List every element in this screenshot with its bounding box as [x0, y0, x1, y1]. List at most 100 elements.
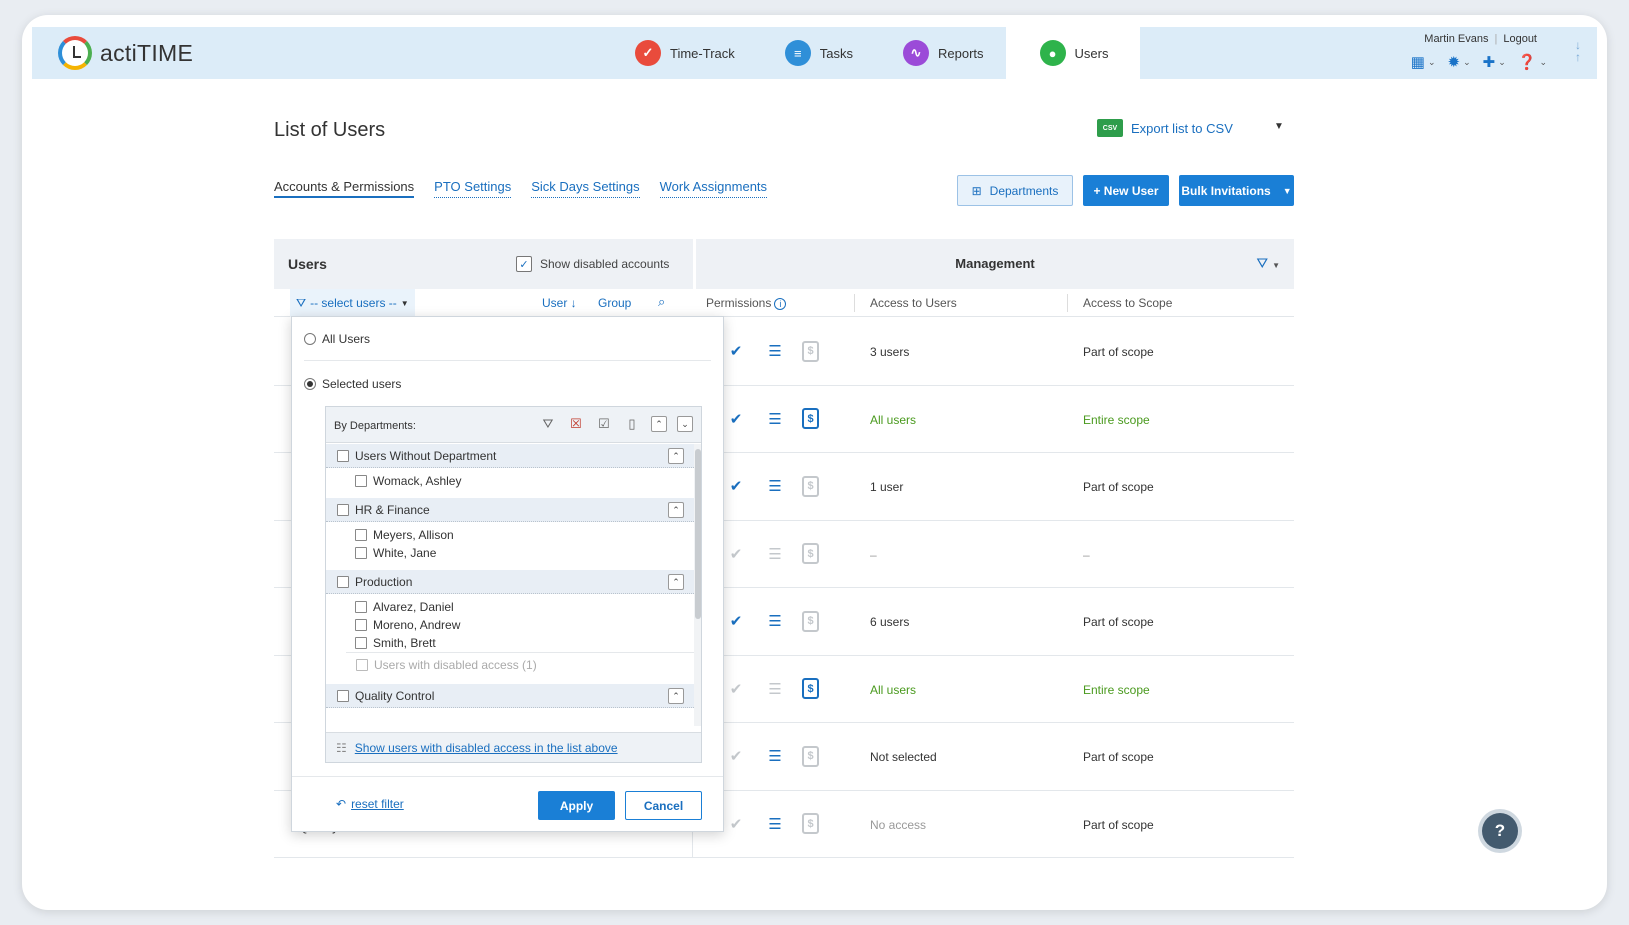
gear-icon[interactable]: ✹ ⌄ [1447, 54, 1471, 71]
expand-all-icon[interactable]: ⌄ [677, 416, 693, 432]
tab-work-assignments[interactable]: Work Assignments [659, 179, 768, 198]
department-checkbox[interactable] [337, 575, 349, 588]
nav-reports[interactable]: ∿ Reports [875, 27, 1006, 79]
department-group[interactable]: Quality Control ⌃ [326, 684, 694, 708]
list-item[interactable]: White, Jane [326, 544, 694, 562]
list-item[interactable]: Womack, Ashley [326, 472, 694, 490]
departments-button[interactable]: ⊞ Departments [957, 175, 1073, 206]
user-checkbox[interactable] [355, 619, 367, 631]
hierarchy-icon: ☰ [768, 748, 782, 765]
help-icon[interactable]: ❓ ⌄ [1517, 54, 1547, 71]
nav-label: Time-Track [670, 45, 735, 61]
table-row[interactable]: ✔ ☰ $6 users Part of scope [274, 588, 1294, 656]
select-all-icon[interactable]: ☑ [598, 416, 610, 431]
new-user-button[interactable]: + New User [1083, 175, 1169, 206]
access-to-scope-value: Part of scope [1083, 480, 1154, 494]
access-to-scope-value: Part of scope [1083, 345, 1154, 359]
selected-users-option[interactable]: Selected users [304, 377, 401, 391]
bulk-invitations-label: Bulk Invitations [1181, 183, 1271, 198]
user-checkbox[interactable] [355, 547, 367, 559]
selected-users-radio[interactable] [304, 378, 316, 390]
departments-selector-footer: ☷ Show users with disabled access in the… [326, 732, 701, 762]
table-row[interactable]: ✔ ☰ $ All users Entire scope [274, 385, 1294, 453]
approve-icon: ✔ [729, 613, 743, 630]
export-label: Export list to CSV [1131, 120, 1233, 136]
reset-filter-link[interactable]: ↶ reset filter [336, 797, 404, 811]
department-name: Production [355, 574, 413, 589]
tab-sick-days-settings[interactable]: Sick Days Settings [531, 179, 640, 198]
tasks-icon: ≡ [784, 40, 811, 66]
user-name[interactable]: Martin Evans [1424, 33, 1489, 45]
reset-icon: ↶ [336, 797, 347, 811]
calendar-icon[interactable]: ▦ ⌄ [1410, 54, 1436, 71]
department-checkbox[interactable] [337, 503, 349, 516]
tab-accounts-permissions[interactable]: Accounts & Permissions [274, 179, 415, 198]
collapse-header-icon[interactable]: ↓ ↑ [1575, 38, 1581, 64]
bulk-invitations-button[interactable]: Bulk Invitations ▼ [1179, 175, 1294, 206]
access-to-scope-value: Part of scope [1083, 615, 1154, 629]
select-users-dropdown[interactable]: ⛛ -- select users -- ▼ [290, 289, 415, 317]
user-checkbox[interactable] [355, 529, 367, 541]
nav-time-track[interactable]: ✓ Time-Track [607, 27, 757, 79]
department-name: Users Without Department [355, 448, 497, 463]
department-group[interactable]: HR & Finance ⌃ [326, 498, 694, 522]
all-users-radio[interactable] [304, 333, 316, 345]
list-item[interactable]: Moreno, Andrew [326, 616, 694, 634]
help-button[interactable]: ? [1482, 813, 1518, 849]
logout-link[interactable]: Logout [1503, 33, 1537, 45]
filter-icon[interactable]: ⛛ [542, 416, 554, 431]
apply-button[interactable]: Apply [538, 791, 615, 820]
table-row[interactable]: ✔ ☰ $1 user Part of scope [274, 453, 1294, 521]
users-header: Users [288, 256, 327, 272]
deselect-all-icon[interactable]: ☒ [570, 416, 582, 431]
user-checkbox[interactable] [355, 475, 367, 487]
access-users-column: Access to Users [870, 296, 957, 310]
departments-selector-header: By Departments: ⛛ ☒ ☑ ▯ ⌃ ⌄ [326, 407, 701, 443]
filter-icon[interactable]: ⛛ ▼ [1256, 255, 1280, 271]
tab-pto-settings[interactable]: PTO Settings [434, 179, 512, 198]
list-item[interactable]: Alvarez, Daniel [326, 598, 694, 616]
all-users-option[interactable]: All Users [304, 332, 370, 346]
nav-label: Reports [938, 45, 984, 61]
user-checkbox[interactable] [355, 637, 367, 649]
search-icon[interactable]: ⌕ [658, 294, 666, 309]
collapse-group-icon[interactable]: ⌃ [668, 448, 684, 464]
toggle-icon[interactable]: ▯ [628, 416, 636, 431]
department-group[interactable]: Production ⌃ [326, 570, 694, 594]
cancel-button[interactable]: Cancel [625, 791, 702, 820]
table-row[interactable]: ✔ ☰ $3 users Part of scope [274, 318, 1294, 386]
disabled-users-item[interactable]: Users with disabled access (1) [346, 652, 694, 676]
table-row[interactable]: ✔ ☰ $ All users Entire scope [274, 655, 1294, 723]
nav-tasks[interactable]: ≡ Tasks [757, 27, 875, 79]
show-disabled-toggle[interactable]: ✓ Show disabled accounts [516, 256, 669, 272]
show-disabled-checkbox[interactable]: ✓ [516, 256, 532, 272]
department-checkbox[interactable] [337, 689, 349, 702]
collapse-group-icon[interactable]: ⌃ [668, 688, 684, 704]
list-item[interactable]: Smith, Brett [326, 634, 694, 652]
sort-by-group[interactable]: Group [598, 296, 632, 310]
show-disabled-link[interactable]: Show users with disabled access in the l… [354, 740, 618, 755]
disabled-users-checkbox[interactable] [356, 658, 368, 671]
user-checkbox[interactable] [355, 601, 367, 613]
nav-users[interactable]: ● Users [1005, 27, 1141, 79]
puzzle-icon[interactable]: ✚ ⌄ [1482, 54, 1506, 71]
department-checkbox[interactable] [337, 449, 349, 462]
info-icon[interactable]: i [774, 298, 787, 310]
clock-logo-icon [58, 36, 92, 70]
list-item[interactable]: Meyers, Allison [326, 526, 694, 544]
collapse-group-icon[interactable]: ⌃ [668, 574, 684, 590]
management-header: Management [955, 256, 1035, 271]
select-users-label: -- select users -- [310, 296, 397, 310]
department-group[interactable]: Users Without Department ⌃ [326, 444, 694, 468]
access-to-scope-value: Entire scope [1083, 682, 1150, 697]
export-dropdown-caret-icon[interactable]: ▼ [1274, 121, 1284, 132]
table-row[interactable]: ✔ ☰ $ Not selected Part of scope [274, 723, 1294, 791]
hierarchy-icon: ☰ [768, 613, 782, 630]
scrollbar[interactable] [694, 444, 701, 726]
nav-label: Tasks [819, 45, 853, 61]
collapse-all-icon[interactable]: ⌃ [651, 416, 667, 432]
sort-by-user[interactable]: User ↓ [542, 296, 577, 310]
collapse-group-icon[interactable]: ⌃ [668, 502, 684, 518]
export-csv-link[interactable]: CSV Export list to CSV [1097, 119, 1233, 137]
logo[interactable]: actiTIME [58, 35, 193, 71]
